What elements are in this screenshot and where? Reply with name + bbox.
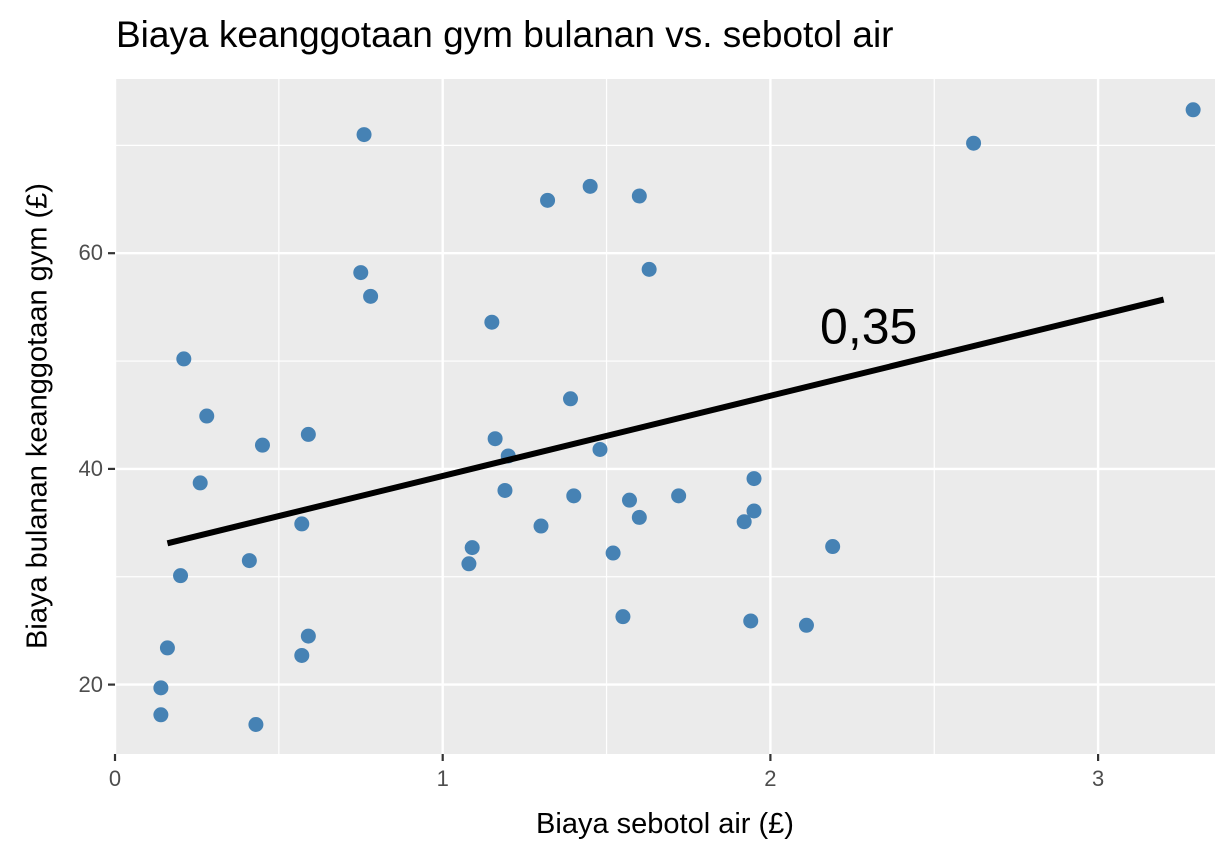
data-point (241, 553, 257, 569)
data-point (566, 488, 582, 504)
plot-panel (115, 79, 1215, 754)
x-tick-label: 2 (764, 766, 777, 791)
data-point (798, 617, 814, 633)
y-tick-label: 20 (78, 671, 103, 697)
data-point (192, 475, 208, 491)
data-point (464, 540, 480, 556)
axis-ticks (108, 252, 1100, 761)
y-tick-label: 40 (78, 455, 103, 481)
data-point (199, 408, 215, 424)
data-point (746, 471, 762, 487)
data-point (746, 503, 762, 519)
data-point (294, 516, 310, 532)
data-point (497, 482, 513, 498)
data-point (153, 707, 169, 723)
x-tick-label: 0 (108, 766, 122, 791)
data-point (248, 717, 264, 733)
data-point (484, 314, 500, 330)
data-point (582, 178, 598, 194)
y-tick-label: 60 (78, 240, 103, 266)
data-point (176, 351, 192, 367)
data-point (540, 192, 556, 208)
data-point (736, 514, 752, 530)
x-axis-label: Biaya sebotol air (£) (536, 808, 794, 840)
data-point (363, 288, 379, 304)
correlation-annotation: 0,35 (820, 298, 917, 354)
data-point (173, 568, 189, 584)
data-point (533, 518, 549, 534)
data-point (153, 680, 169, 696)
data-point (159, 640, 175, 656)
data-point (254, 437, 270, 453)
x-tick-label: 3 (1091, 766, 1105, 791)
major-gridlines (113, 79, 1215, 754)
data-point (621, 492, 637, 508)
data-point (353, 265, 369, 281)
trend-line (166, 296, 1165, 547)
data-point (487, 431, 503, 447)
data-point (615, 609, 631, 625)
chart-title: Biaya keanggotaan gym bulanan vs. seboto… (116, 14, 894, 55)
data-point (641, 261, 657, 277)
data-point (631, 509, 647, 525)
data-point (300, 426, 316, 442)
data-point (605, 545, 621, 561)
data-point (671, 488, 687, 504)
data-point (461, 556, 477, 572)
data-point (356, 127, 372, 143)
data-point (825, 539, 841, 555)
data-point (966, 135, 982, 151)
data-point (1185, 102, 1201, 118)
x-tick-label: 1 (436, 766, 449, 791)
data-point (300, 628, 316, 644)
scatter-points (153, 102, 1201, 733)
data-point (631, 188, 647, 204)
data-point (563, 391, 579, 407)
data-point (743, 613, 759, 629)
data-point (294, 647, 310, 663)
data-point (592, 441, 608, 457)
minor-gridlines (115, 79, 1215, 754)
